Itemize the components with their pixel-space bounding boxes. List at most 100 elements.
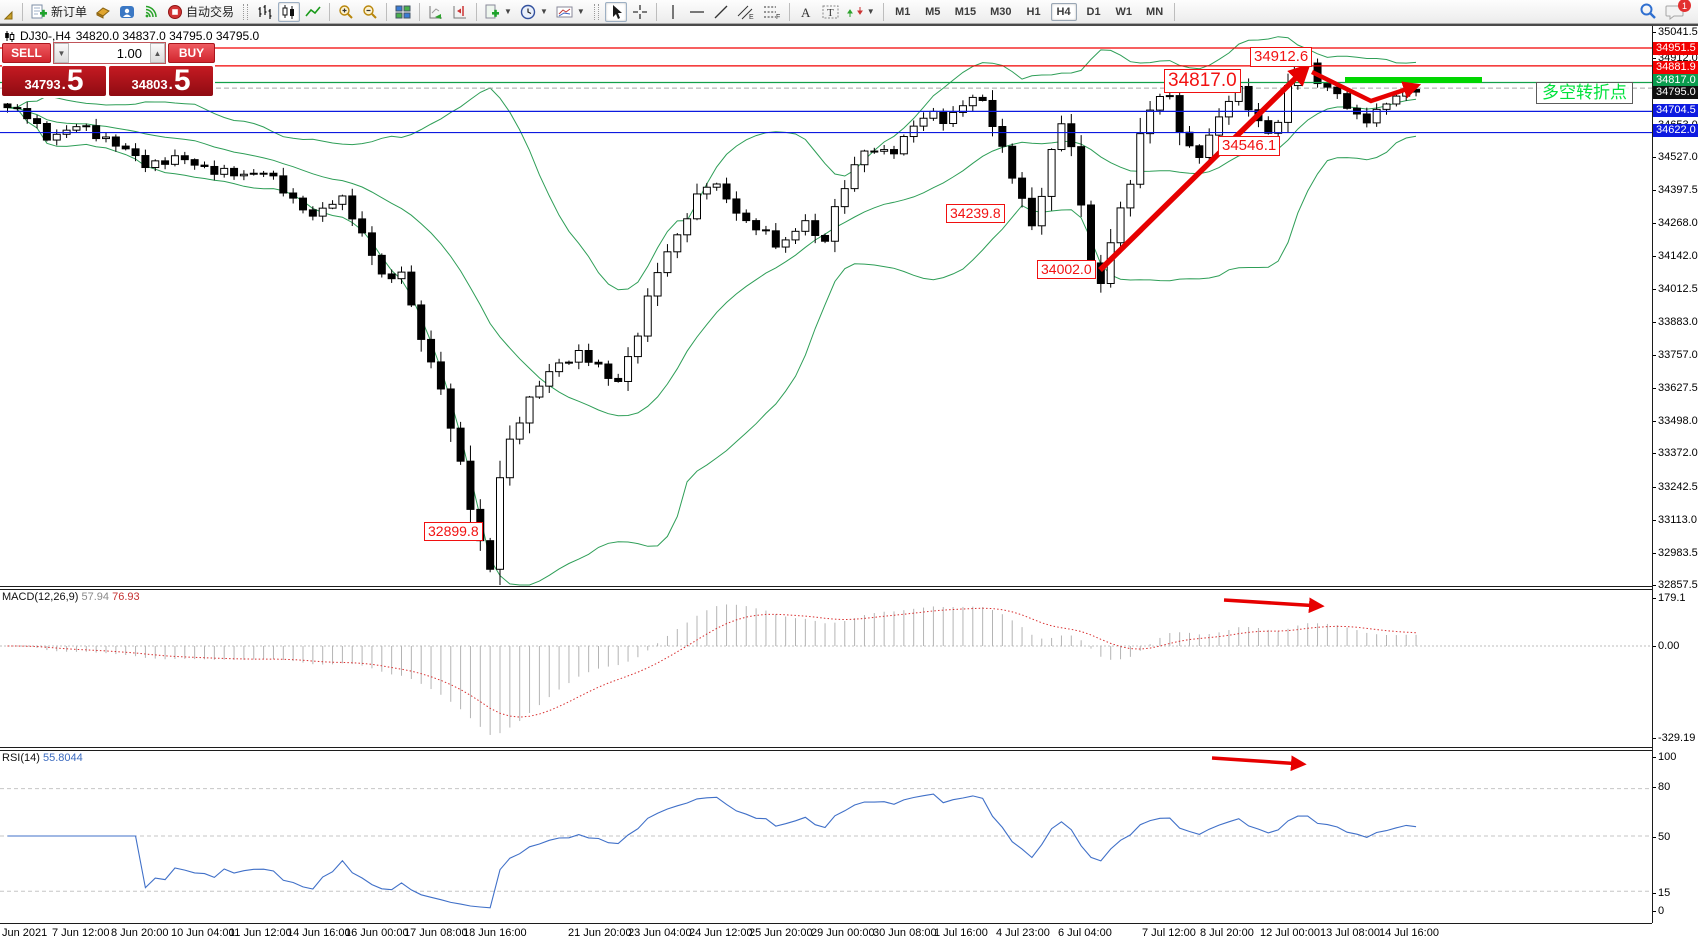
candlestick-chart-button[interactable] <box>278 1 301 22</box>
buy-price-panel[interactable]: 34803. 5 <box>109 66 213 96</box>
svg-text:F: F <box>776 14 780 20</box>
text-tool[interactable]: A <box>795 2 817 22</box>
timeframe-m30[interactable]: M30 <box>990 5 1012 18</box>
price-axis-tick: 34527.0 <box>1653 150 1698 163</box>
price-axis-tick: 34268.0 <box>1653 217 1698 230</box>
time-axis-label: 23 Jun 04:00 <box>628 927 692 939</box>
time-axis[interactable]: Jun 2021 7 Jun 12:00 8 Jun 20:00 10 Jun 04:… <box>0 924 1698 941</box>
price-axis-tick: 33372.0 <box>1653 447 1698 460</box>
zoom-out-button[interactable] <box>359 2 381 22</box>
signals-button[interactable] <box>140 2 162 22</box>
rsi-axis-value: 80 <box>1652 781 1671 793</box>
drag-handle[interactable] <box>593 3 599 20</box>
candlestick-chart[interactable] <box>0 26 1652 586</box>
dropdown-caret: ▼ <box>504 7 512 16</box>
time-axis-label: 12 Jul 00:00 <box>1260 927 1320 939</box>
line-chart-button[interactable] <box>302 2 324 22</box>
text-label-tool[interactable]: T <box>819 2 842 22</box>
clipped-icon <box>1 2 17 22</box>
vertical-line-icon <box>672 4 674 19</box>
vertical-line-tool[interactable] <box>662 2 684 22</box>
add-indicator-icon <box>485 4 500 18</box>
time-axis-label: 21 Jun 20:00 <box>568 927 632 939</box>
sell-button[interactable]: SELL <box>2 43 51 63</box>
price-marker-label: 34622.0 <box>1653 124 1698 137</box>
price-axis-tick: 32857.5 <box>1653 579 1698 592</box>
macd-chart <box>0 597 1652 735</box>
timeframe-d1[interactable]: D1 <box>1086 5 1101 18</box>
timeframe-h4[interactable]: H4 <box>1050 2 1077 21</box>
notifications-button[interactable]: 1 <box>1662 0 1691 21</box>
volume-input[interactable]: 1.00 <box>116 45 142 61</box>
chart-shift-button[interactable] <box>449 2 471 22</box>
chart-shift-icon <box>453 5 467 18</box>
rsi-axis-value: 100 <box>1652 751 1677 763</box>
price-axis-tick: 33498.0 <box>1653 415 1698 428</box>
new-order-button[interactable]: 新订单 <box>28 2 90 22</box>
search-button[interactable] <box>1636 1 1660 21</box>
price-axis-tick: 33242.5 <box>1653 480 1698 493</box>
zoom-in-button[interactable] <box>335 2 357 22</box>
dropdown-caret: ▼ <box>576 7 585 16</box>
add-indicator-button[interactable]: ▼ <box>482 2 515 22</box>
chart-title: DJ30-,H4 34820.0 34837.0 34795.0 34795.0 <box>4 29 259 43</box>
price-annotation: 34002.0 <box>1037 260 1096 279</box>
sell-price-fraction: 5 <box>66 64 84 97</box>
time-axis-label: 13 Jul 08:00 <box>1320 927 1380 939</box>
auto-trading-button[interactable]: 自动交易 <box>164 2 237 22</box>
pane-separator[interactable] <box>0 586 1652 590</box>
timeframe-m15[interactable]: M15 <box>954 5 977 18</box>
timeframe-m1[interactable]: M1 <box>895 5 911 18</box>
time-axis-label: 7 Jul 12:00 <box>1142 927 1196 939</box>
periods-button[interactable]: ▼ <box>517 2 551 22</box>
styles-button[interactable] <box>92 2 114 22</box>
price-axis[interactable]: 35041.534912.034653.034527.034397.534268… <box>1652 26 1698 923</box>
fibonacci-tool[interactable]: F <box>760 2 784 22</box>
templates-icon <box>556 6 573 17</box>
candlestick-chart-icon <box>282 4 295 19</box>
crosshair-tool-button[interactable] <box>629 2 651 22</box>
auto-scroll-button[interactable] <box>425 2 447 22</box>
rsi-pane[interactable]: RSI(14) 55.8044 <box>0 751 1652 923</box>
time-axis-label: 30 Jun 08:00 <box>873 927 937 939</box>
volume-increase-button[interactable]: ▲ <box>150 43 165 63</box>
pane-separator[interactable] <box>0 747 1652 751</box>
arrows-tool-icon <box>846 6 863 17</box>
time-axis-label: 18 Jun 16:00 <box>463 927 527 939</box>
community-button[interactable] <box>116 2 138 22</box>
trendline-tool[interactable] <box>710 2 732 22</box>
separator <box>419 2 421 21</box>
equidistant-channel-tool[interactable]: E <box>734 2 758 22</box>
time-axis-label: 14 Jun 16:00 <box>287 927 351 939</box>
macd-pane[interactable]: MACD(12,26,9) 57.94 76.93 <box>0 590 1652 747</box>
styles-icon <box>96 6 110 19</box>
timeframe-h1[interactable]: H1 <box>1026 5 1041 18</box>
buy-button[interactable]: BUY <box>168 43 215 63</box>
rsi-label: RSI(14) 55.8044 <box>2 752 83 764</box>
main-chart-pane[interactable]: DJ30-,H4 34820.0 34837.0 34795.0 34795.0… <box>0 26 1652 586</box>
trendline-icon <box>714 5 728 18</box>
drag-handle[interactable] <box>243 3 249 20</box>
timeframe-m5[interactable]: M5 <box>925 5 941 18</box>
price-axis-tick: 32983.5 <box>1653 547 1698 560</box>
price-annotation: 34546.1 <box>1218 136 1281 156</box>
templates-button[interactable]: ▼ <box>553 2 588 22</box>
signals-icon <box>145 5 157 17</box>
arrows-tool[interactable]: ▼ <box>844 2 878 22</box>
dropdown-caret: ▼ <box>539 7 548 16</box>
rsi-axis-value: 0 <box>1652 905 1665 917</box>
green-trend-segment <box>1345 77 1482 83</box>
horizontal-line-tool[interactable] <box>686 2 708 22</box>
sell-price-panel[interactable]: 34793. 5 <box>2 66 106 96</box>
rsi-chart <box>0 755 1652 909</box>
cursor-tool-button[interactable] <box>604 1 627 22</box>
tile-windows-button[interactable] <box>392 2 414 22</box>
price-axis-tick: 34142.0 <box>1653 249 1698 262</box>
line-chart-icon <box>305 5 321 17</box>
bar-chart-button[interactable] <box>254 2 276 22</box>
timeframe-mn[interactable]: MN <box>1146 5 1164 18</box>
volume-decrease-button[interactable]: ▼ <box>54 43 69 63</box>
time-axis-label: 10 Jun 04:00 <box>171 927 235 939</box>
timeframe-w1[interactable]: W1 <box>1115 5 1133 18</box>
separator <box>386 2 388 21</box>
